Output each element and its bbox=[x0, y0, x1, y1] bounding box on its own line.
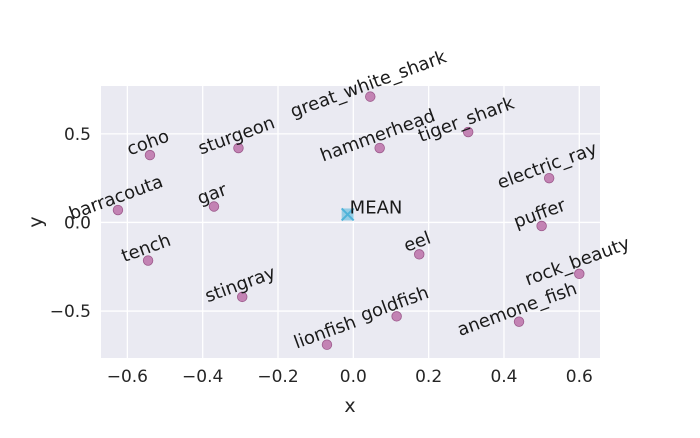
x-tick-label: 0.2 bbox=[415, 367, 442, 387]
y-tick-label: 0.5 bbox=[64, 125, 91, 145]
data-point bbox=[414, 249, 425, 260]
grid-lines bbox=[101, 86, 600, 358]
x-tick-label: 0.0 bbox=[340, 367, 367, 387]
data-point bbox=[233, 142, 244, 154]
data-point bbox=[208, 201, 220, 212]
y-tick-labels: −0.5 0.0 0.5 bbox=[50, 125, 91, 322]
x-tick-label: −0.2 bbox=[257, 367, 298, 387]
x-tick-label: −0.4 bbox=[182, 367, 223, 387]
x-tick-labels: −0.6 −0.4 −0.2 0.0 0.2 0.4 0.6 bbox=[107, 367, 593, 387]
x-tick-label: 0.6 bbox=[566, 367, 593, 387]
y-tick-label: −0.5 bbox=[50, 302, 91, 322]
mean-marker-group: MEAN bbox=[340, 197, 403, 222]
data-point bbox=[513, 316, 525, 327]
data-point bbox=[237, 291, 248, 303]
data-point bbox=[365, 91, 376, 102]
data-point bbox=[112, 204, 124, 216]
data-point bbox=[321, 339, 333, 350]
data-points bbox=[112, 91, 585, 350]
mean-marker-stroke bbox=[340, 207, 355, 222]
data-point bbox=[144, 149, 156, 161]
data-point bbox=[543, 172, 555, 184]
data-point bbox=[391, 311, 402, 322]
x-tick-label: −0.6 bbox=[107, 367, 148, 387]
mean-label: MEAN bbox=[350, 197, 403, 218]
data-point bbox=[574, 268, 585, 280]
data-point bbox=[462, 126, 474, 138]
y-axis-label: y bbox=[25, 216, 47, 227]
data-point bbox=[374, 142, 385, 154]
x-axis-label: x bbox=[344, 395, 355, 417]
data-point bbox=[142, 255, 154, 266]
data-point bbox=[536, 220, 547, 232]
x-tick-label: 0.4 bbox=[490, 367, 517, 387]
y-tick-label: 0.0 bbox=[64, 213, 91, 233]
